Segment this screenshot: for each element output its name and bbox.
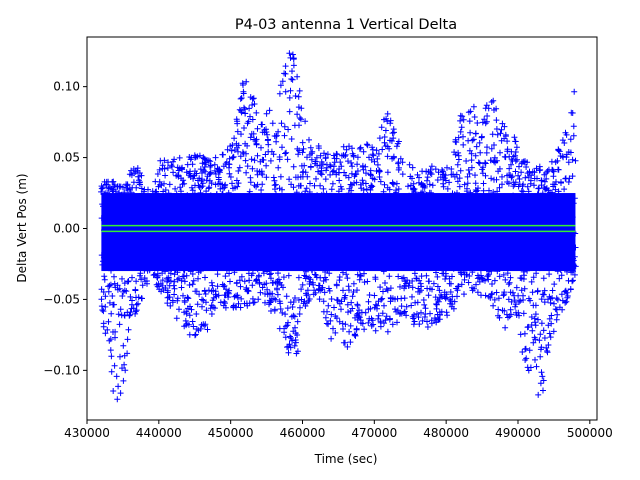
y-tick-label: 0.00 (53, 222, 80, 236)
x-tick-label: 480000 (423, 426, 469, 440)
x-tick-label: 440000 (136, 426, 182, 440)
y-tick-label: 0.05 (53, 151, 80, 165)
x-tick-label: 450000 (208, 426, 254, 440)
x-tick-label: 500000 (567, 426, 613, 440)
x-axis: 430000 440000 450000 460000 470000 480000 4900… (64, 420, 613, 440)
y-tick-label: −0.10 (43, 363, 80, 377)
x-tick-label: 470000 (351, 426, 397, 440)
x-axis-label: Time (sec) (314, 452, 378, 466)
plus-markers (98, 50, 579, 403)
reference-band (101, 224, 576, 233)
y-tick-label: −0.05 (43, 292, 80, 306)
chart-title: P4-03 antenna 1 Vertical Delta (235, 17, 457, 33)
y-tick-label: 0.10 (53, 80, 80, 94)
x-tick-label: 430000 (64, 426, 110, 440)
y-axis-label: Delta Vert Pos (m) (15, 173, 29, 282)
x-tick-label: 490000 (495, 426, 541, 440)
x-tick-label: 460000 (280, 426, 326, 440)
y-axis: −0.10 −0.05 0.00 0.05 0.10 (43, 80, 87, 377)
